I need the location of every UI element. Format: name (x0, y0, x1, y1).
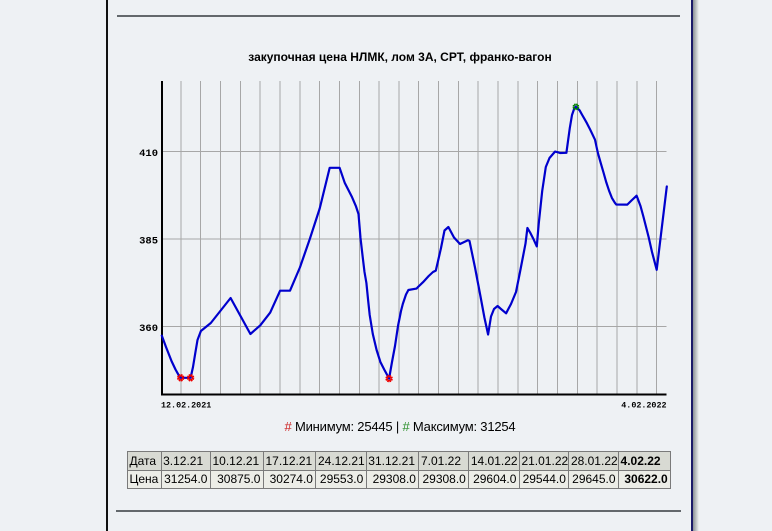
svg-text:12.02.2021: 12.02.2021 (161, 401, 211, 411)
svg-text:360: 360 (139, 323, 158, 335)
svg-text:410: 410 (139, 148, 158, 160)
svg-text:4.02.2022: 4.02.2022 (621, 401, 666, 411)
svg-text:385: 385 (139, 236, 158, 248)
